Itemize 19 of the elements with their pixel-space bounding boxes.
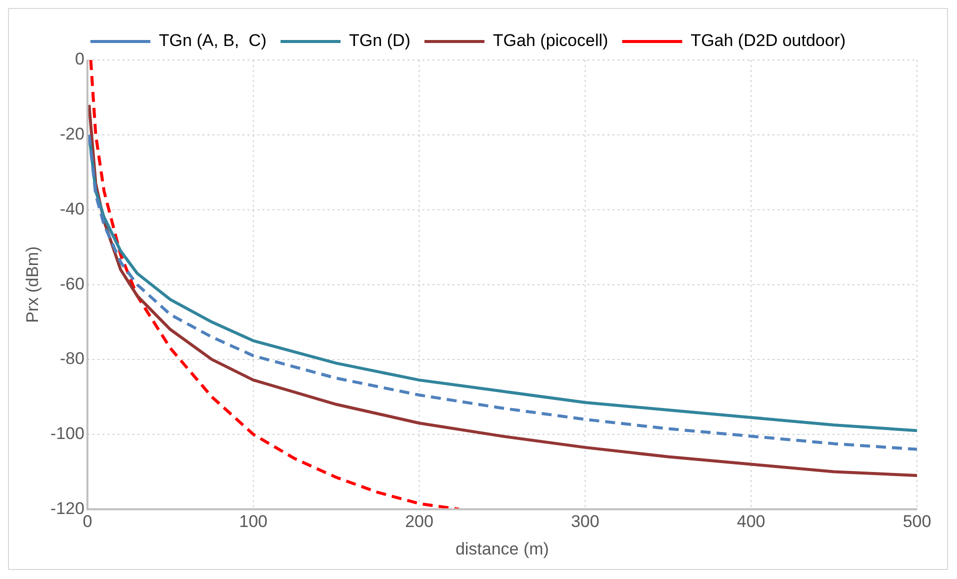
legend-label: TGah (picocell) [492,31,608,50]
y-tick-label: 0 [74,50,84,69]
y-tick-label: -40 [60,199,84,218]
line-series [89,60,461,510]
x-tick-label: 300 [570,512,600,532]
y-tick-label: -20 [60,124,84,144]
y-axis-title: Prx (dBm) [22,246,42,323]
x-tick-label: 400 [736,512,766,532]
x-tick-label: 200 [405,512,434,532]
y-tick-label: -60 [60,274,84,294]
legend-label: TGah (D2D outdoor) [690,31,846,50]
legend-label: TGn (D) [349,31,410,50]
legend-label: TGn (A, B, C) [158,31,267,50]
y-tick-label: -120 [50,498,84,518]
x-axis-title: distance (m) [455,539,549,558]
y-tick-label: -80 [60,349,84,368]
x-tick-label: 500 [902,512,932,532]
x-tick-label: 100 [239,512,268,532]
y-tick-label: -100 [50,424,84,444]
